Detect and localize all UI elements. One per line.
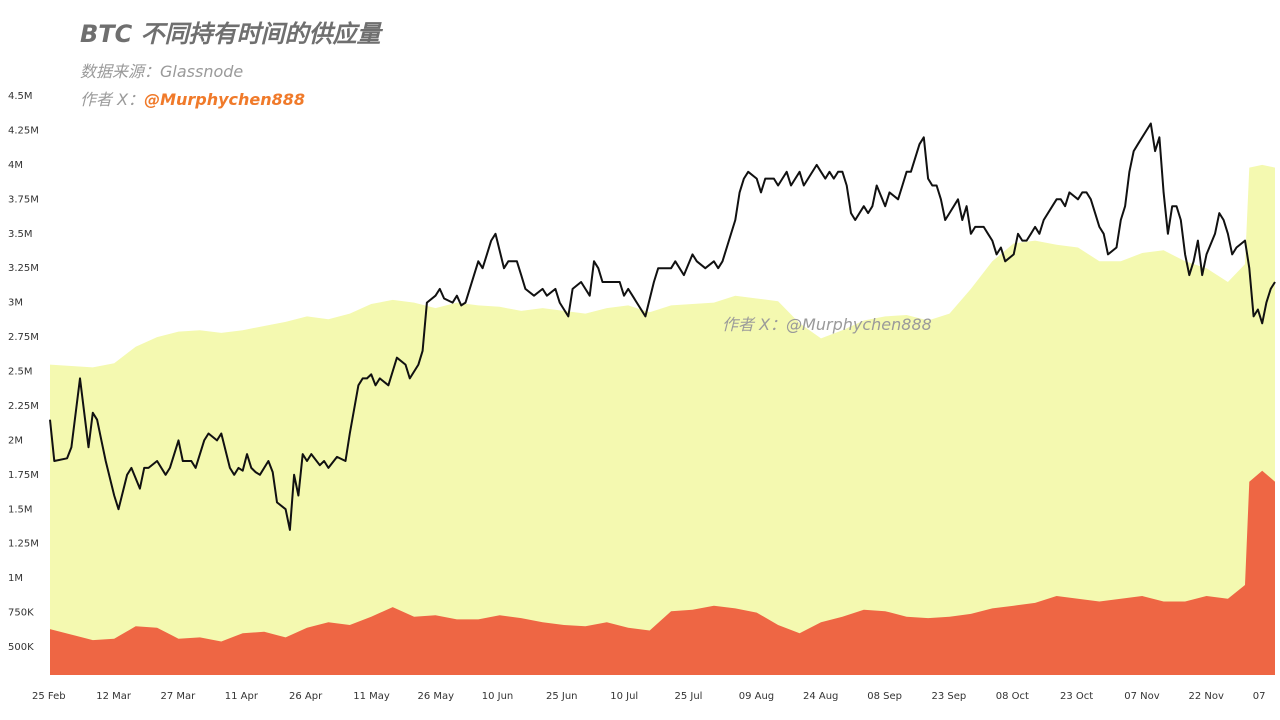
y-tick-label: 1.25M [8, 539, 39, 550]
y-tick-label: 3M [8, 298, 23, 309]
y-tick-label: 4M [8, 160, 23, 171]
x-tick-label: 24 Aug [803, 691, 838, 702]
x-tick-label: 25 Jul [674, 691, 702, 702]
x-tick-label: 12 Mar [96, 691, 132, 702]
y-tick-label: 1.75M [8, 470, 39, 481]
x-tick-label: 26 Apr [289, 691, 323, 702]
x-tick-label: 08 Oct [996, 691, 1029, 702]
y-tick-label: 2.5M [8, 367, 33, 378]
x-tick-label: 22 Nov [1188, 691, 1224, 702]
y-tick-label: 4.5M [8, 91, 33, 102]
x-tick-label: 10 Jul [610, 691, 638, 702]
y-tick-label: 3.5M [8, 229, 33, 240]
y-tick-label: 3.25M [8, 263, 39, 274]
x-tick-label: 27 Mar [160, 691, 196, 702]
x-tick-label: 09 Aug [739, 691, 774, 702]
data-source-label: 数据来源：Glassnode [80, 62, 244, 81]
x-axis: 25 Feb 12 Mar 27 Mar 11 Apr 26 Apr 11 May 26 M… [32, 691, 1265, 702]
x-tick-label: 23 Oct [1060, 691, 1093, 702]
author-label: 作者 X： [80, 90, 145, 109]
x-tick-label: 26 May [417, 691, 454, 702]
x-tick-label: 07 Nov [1124, 691, 1160, 702]
y-tick-label: 1M [8, 573, 23, 584]
author-line: 作者 X：@Murphychen888 [80, 86, 305, 110]
x-tick-label: 11 Apr [225, 691, 259, 702]
price-line [49, 122, 1276, 531]
y-tick-label: 3.75M [8, 194, 39, 205]
y-tick-label: 2M [8, 435, 23, 446]
supply-area-upper [50, 164, 1275, 675]
x-tick-label: 07 [1253, 691, 1266, 702]
y-tick-label: 1.5M [8, 504, 33, 515]
x-tick-label: 25 Jun [546, 691, 578, 702]
y-tick-label: 750K [8, 608, 34, 619]
watermark-text: 作者 X：@Murphychen888 [722, 315, 932, 334]
x-tick-label: 11 May [353, 691, 390, 702]
y-axis: 4.5M 4.25M 4M 3.75M 3.5M 3.25M 3M 2.75M 2.5M 2.25… [8, 91, 39, 653]
price-line-layer [49, 122, 1276, 531]
x-tick-label: 25 Feb [32, 691, 66, 702]
author-handle: @Murphychen888 [144, 90, 306, 109]
supply-area-lower [50, 470, 1275, 675]
area-layers [50, 164, 1275, 675]
y-tick-label: 2.75M [8, 332, 39, 343]
x-tick-label: 08 Sep [867, 691, 902, 702]
x-tick-label: 10 Jun [482, 691, 514, 702]
x-tick-label: 23 Sep [931, 691, 966, 702]
y-tick-label: 2.25M [8, 401, 39, 412]
chart-title: BTC 不同持有时间的供应量 [80, 20, 381, 48]
y-tick-label: 4.25M [8, 125, 39, 136]
y-tick-label: 500K [8, 642, 34, 653]
